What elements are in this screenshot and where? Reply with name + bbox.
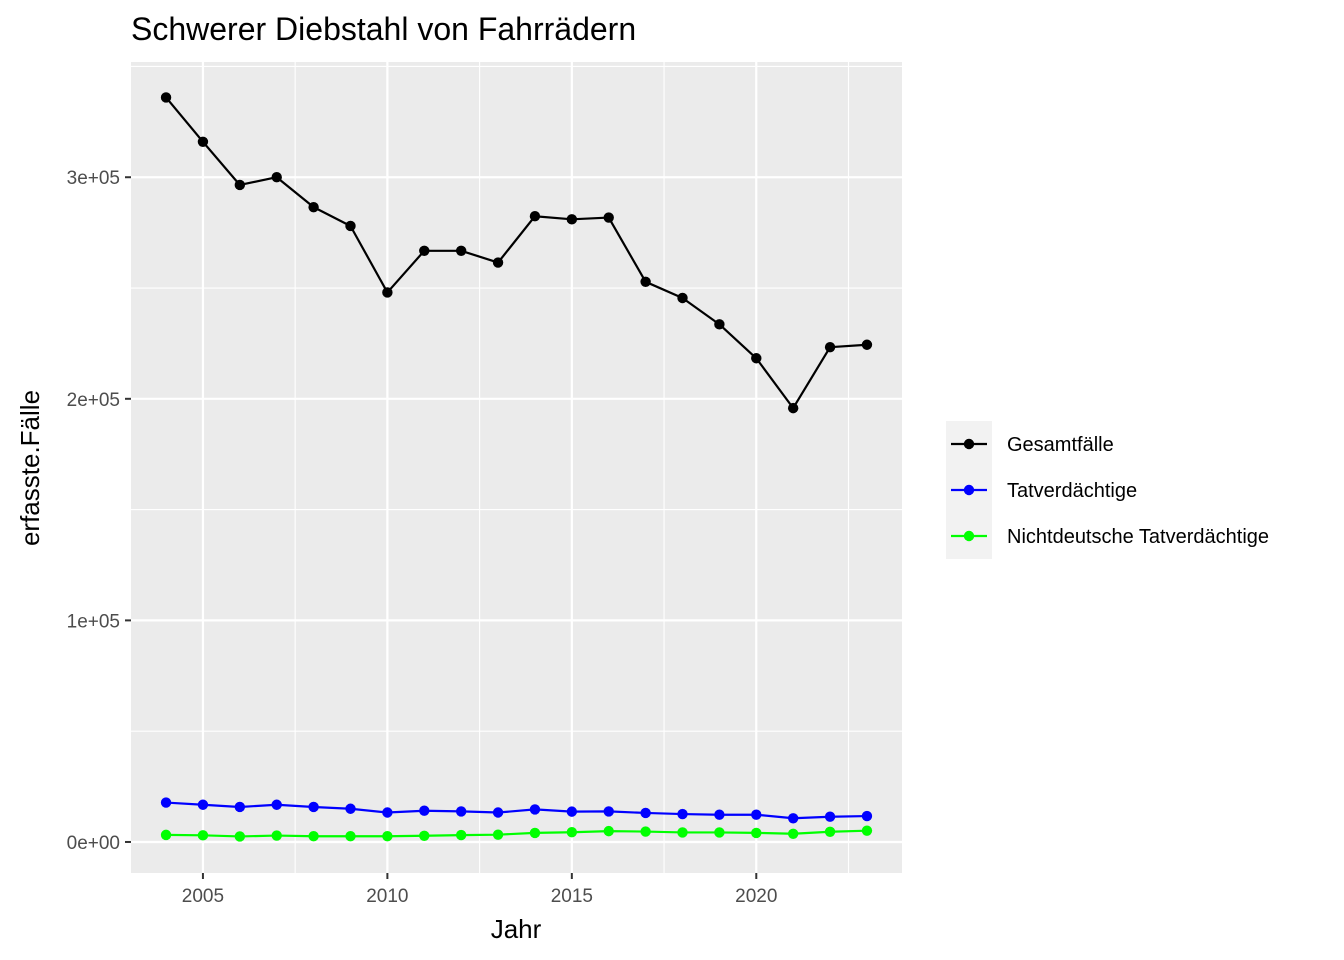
data-point — [640, 807, 651, 819]
data-point — [861, 339, 873, 350]
data-point — [455, 245, 467, 256]
data-point — [160, 829, 172, 841]
data-point — [824, 811, 836, 822]
major-gridlines — [131, 62, 902, 873]
data-point — [308, 201, 319, 213]
y-tick-label: 3e+05 — [67, 168, 120, 189]
x-tick-label: 2020 — [735, 886, 777, 907]
data-point — [824, 826, 836, 837]
data-point — [751, 353, 762, 364]
data-point — [603, 212, 614, 223]
data-point — [603, 825, 614, 837]
data-point — [271, 172, 282, 183]
y-tick-label: 0e+00 — [67, 833, 120, 854]
data-point — [308, 801, 319, 813]
y-tick-label: 2e+05 — [67, 390, 120, 411]
legend-key-point — [963, 484, 975, 496]
legend-key-point — [963, 438, 975, 450]
y-tick-label: 1e+05 — [67, 611, 120, 632]
data-point — [751, 827, 762, 839]
data-point — [197, 799, 209, 810]
data-point — [677, 827, 688, 838]
series-line-2 — [166, 829, 867, 838]
data-point — [603, 806, 614, 817]
data-point — [308, 831, 319, 842]
data-point — [382, 287, 393, 298]
legend-label: Gesamtfälle — [1007, 434, 1114, 456]
data-point — [566, 214, 578, 225]
data-point — [640, 276, 651, 288]
data-point — [345, 803, 356, 814]
x-tick-label: 2005 — [182, 886, 224, 907]
data-point — [345, 831, 356, 842]
data-point — [492, 257, 504, 268]
legend: Gesamtfälle Tatverdächtige Nichtdeutsche T… — [946, 421, 1269, 559]
data-point — [861, 810, 873, 822]
x-axis: 2005 2010 2015 2020 — [182, 873, 777, 907]
data-point — [714, 319, 725, 330]
chart-title: Schwerer Diebstahl von Fahrrädern — [131, 11, 636, 47]
data-point — [751, 809, 762, 820]
data-point — [160, 797, 172, 808]
data-point — [787, 402, 799, 414]
data-point — [455, 829, 467, 841]
data-point — [234, 831, 246, 842]
series-layer — [160, 92, 873, 842]
data-point — [345, 220, 356, 232]
data-point — [160, 92, 172, 103]
data-point — [677, 292, 688, 304]
data-point — [419, 805, 430, 816]
data-point — [714, 827, 725, 838]
x-axis-title: Jahr — [491, 914, 542, 944]
x-tick-label: 2010 — [366, 886, 408, 907]
data-point — [529, 804, 541, 815]
data-point — [419, 830, 430, 841]
y-axis: 0e+00 1e+05 2e+05 3e+05 — [67, 168, 131, 854]
data-point — [271, 799, 282, 810]
data-point — [640, 826, 651, 837]
data-point — [824, 341, 836, 353]
data-point — [234, 801, 246, 813]
data-point — [455, 806, 467, 817]
legend-label: Nichtdeutsche Tatverdächtige — [1007, 526, 1269, 548]
data-point — [492, 829, 504, 840]
data-point — [529, 211, 541, 222]
data-point — [529, 827, 541, 839]
x-tick-label: 2015 — [551, 886, 593, 907]
data-point — [382, 807, 393, 818]
data-point — [197, 136, 209, 147]
data-point — [677, 808, 688, 820]
data-point — [234, 179, 246, 191]
data-point — [787, 813, 799, 824]
data-point — [566, 806, 578, 817]
y-axis-title: erfasste.Fälle — [15, 390, 45, 546]
series-line-1 — [165, 801, 867, 820]
data-point — [566, 827, 578, 838]
series-line-0 — [165, 96, 868, 410]
data-point — [419, 245, 430, 256]
data-point — [714, 809, 725, 820]
minor-gridlines — [131, 62, 902, 873]
legend-label: Tatverdächtige — [1007, 480, 1137, 502]
legend-key-point — [963, 530, 975, 542]
plot-panel — [131, 62, 902, 873]
data-point — [382, 831, 393, 842]
data-point — [492, 807, 504, 818]
data-point — [787, 828, 799, 839]
data-point — [861, 825, 873, 836]
data-point — [271, 830, 282, 841]
data-point — [197, 830, 209, 841]
